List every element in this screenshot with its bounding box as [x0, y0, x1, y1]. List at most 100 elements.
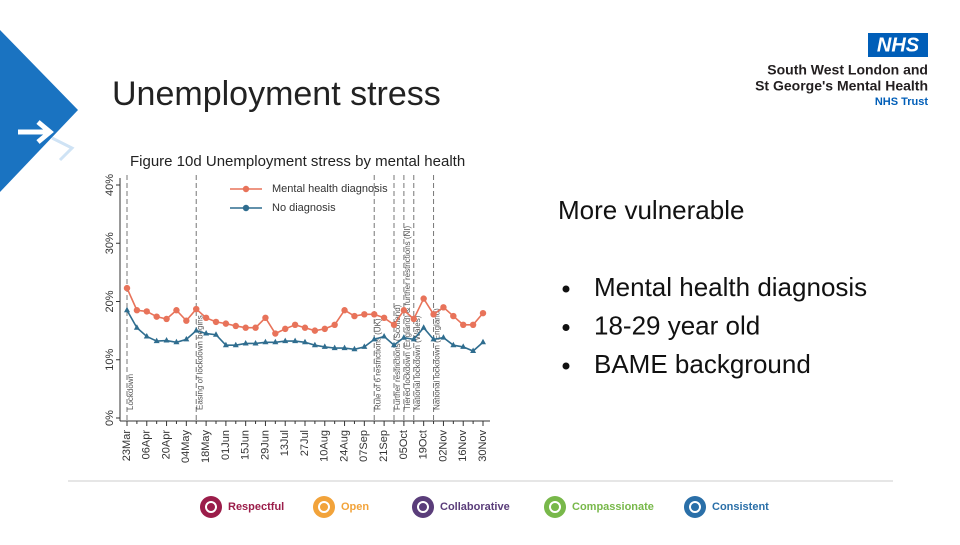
point — [371, 335, 378, 342]
point — [450, 341, 457, 348]
point — [361, 311, 368, 318]
bullet-dot — [562, 362, 570, 370]
point — [282, 337, 289, 344]
event-label: Easing of lockdown begins — [195, 315, 204, 410]
point — [460, 343, 467, 349]
point — [262, 314, 269, 322]
point — [361, 343, 368, 349]
point — [331, 344, 338, 351]
arrow-icon — [18, 120, 54, 144]
x-tick-label: 06Apr — [141, 430, 153, 460]
y-tick-label: 20% — [104, 290, 116, 312]
point — [341, 344, 348, 351]
point — [232, 341, 239, 348]
point — [252, 339, 259, 346]
value-icon-inner — [417, 501, 429, 513]
point — [173, 307, 180, 314]
point — [272, 330, 279, 337]
x-tick-label: 30Nov — [477, 430, 489, 462]
event-label: National lockdown (England) — [433, 308, 442, 410]
value-icon-inner — [549, 501, 561, 513]
heading: More vulnerable — [558, 195, 744, 225]
point — [470, 347, 477, 354]
point — [302, 338, 308, 345]
point — [291, 321, 299, 328]
point — [202, 314, 210, 322]
legend-marker — [242, 185, 250, 193]
y-tick-label: 30% — [104, 232, 116, 254]
point — [400, 307, 408, 314]
point — [252, 324, 259, 331]
x-tick-label: 01Jun — [220, 430, 232, 460]
value-icon — [412, 496, 434, 518]
point — [163, 337, 170, 343]
x-tick-label: 23Mar — [121, 430, 133, 462]
value-label: Compassionate — [572, 501, 654, 513]
point — [331, 321, 338, 328]
x-tick-label: 04May — [180, 430, 192, 464]
point — [420, 295, 427, 302]
point — [469, 321, 477, 328]
bullet-dot — [562, 285, 570, 293]
nhs-text: NHS — [877, 34, 920, 56]
point — [480, 338, 486, 345]
point — [173, 338, 180, 345]
point — [183, 317, 190, 324]
value-icon — [544, 496, 566, 518]
point — [381, 332, 388, 339]
point — [380, 314, 388, 322]
x-tick-label: 18May — [200, 430, 212, 464]
point — [242, 339, 249, 346]
point — [351, 312, 358, 320]
point — [242, 324, 249, 331]
x-tick-label: 20Apr — [160, 430, 172, 460]
y-tick-label: 0% — [104, 410, 116, 426]
point — [479, 309, 487, 317]
value-icon-inner — [205, 501, 217, 513]
point — [460, 321, 467, 328]
event-label: National lockdown (Wales) — [413, 315, 422, 410]
bullet-text: 18-29 year old — [594, 310, 760, 340]
slide-title: Unemployment stress — [112, 75, 441, 113]
y-tick-label: 10% — [104, 349, 116, 371]
value-icon — [684, 496, 706, 518]
point — [321, 325, 328, 333]
point — [420, 324, 427, 330]
logo-line: South West London and — [767, 62, 928, 78]
bullet-dot — [562, 324, 570, 331]
legend-label: Mental health diagnosis — [272, 183, 388, 195]
point — [311, 341, 318, 348]
chart-title: Figure 10d Unemployment stress by mental… — [130, 153, 465, 170]
x-tick-label: 02Nov — [437, 430, 449, 462]
point — [183, 335, 190, 342]
legend-label: No diagnosis — [272, 202, 336, 214]
values-bar: Respectful Open Collaborative Compassionate… — [200, 496, 769, 518]
chart-bg — [118, 150, 492, 472]
point — [301, 324, 309, 331]
value-icon — [313, 496, 335, 518]
point — [124, 306, 130, 313]
point — [193, 305, 200, 313]
y-tick-label: 40% — [104, 174, 116, 196]
value-label: Collaborative — [440, 501, 510, 513]
point — [371, 311, 378, 318]
point — [212, 318, 220, 326]
point — [410, 315, 417, 323]
value-icon — [200, 496, 222, 518]
point — [143, 308, 150, 315]
point — [351, 345, 358, 352]
point — [133, 324, 140, 330]
point — [203, 330, 210, 336]
x-tick-label: 27Jul — [299, 430, 311, 456]
x-tick-label: 10Aug — [319, 430, 331, 462]
point — [213, 331, 219, 337]
chart: Figure 10d Unemployment stress by mental… — [104, 150, 492, 472]
bullet-text: Mental health diagnosis — [594, 272, 867, 302]
logo-line: St George's Mental Health — [755, 78, 928, 94]
event-label: Lockdown — [126, 374, 135, 410]
point — [430, 335, 437, 342]
value-icon-inner — [318, 501, 330, 513]
bullet-text: BAME background — [594, 349, 811, 379]
x-tick-label: 16Nov — [457, 430, 469, 462]
point — [222, 341, 229, 348]
